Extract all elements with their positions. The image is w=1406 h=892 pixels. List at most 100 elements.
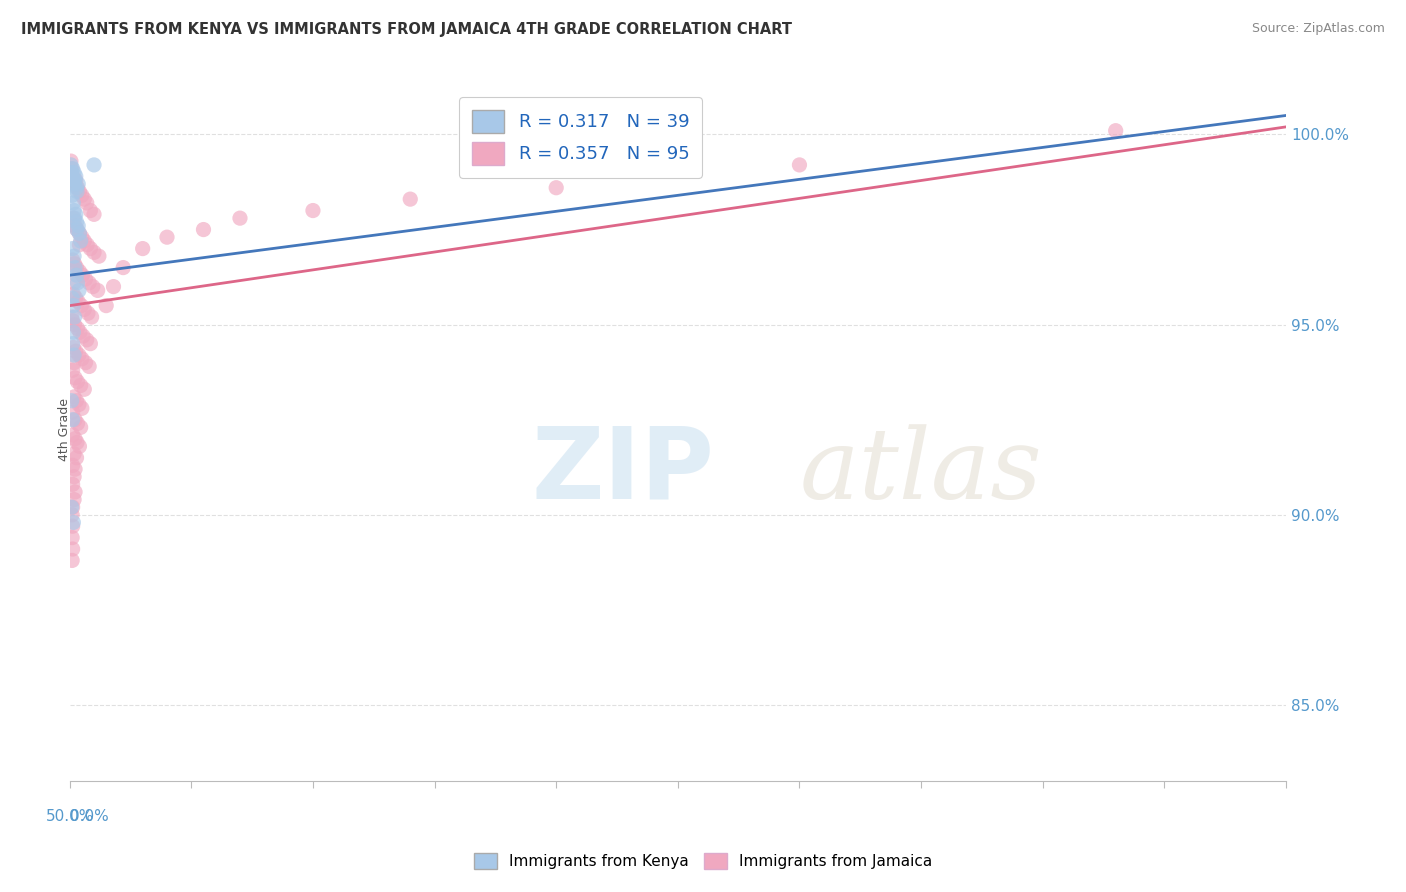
Point <box>70 351 93 366</box>
Point <box>62 314 84 328</box>
Point <box>67 439 90 453</box>
Point <box>65 207 87 221</box>
Point <box>62 196 84 211</box>
Point <box>67 237 90 252</box>
Point <box>65 450 87 465</box>
Point <box>63 177 86 191</box>
Point <box>62 211 84 226</box>
Point <box>63 165 86 179</box>
Point <box>112 260 135 275</box>
Point <box>79 242 101 256</box>
Point <box>69 325 91 339</box>
Y-axis label: 4th Grade: 4th Grade <box>58 398 70 461</box>
Point <box>72 329 94 343</box>
Point <box>62 458 84 473</box>
Point <box>60 310 83 324</box>
Point <box>63 219 86 233</box>
Point <box>70 299 93 313</box>
Point <box>65 180 87 194</box>
Point <box>63 390 86 404</box>
Point <box>60 531 83 545</box>
Point <box>63 203 86 218</box>
Point <box>59 158 82 172</box>
Point <box>65 169 87 184</box>
Point <box>63 447 86 461</box>
Point <box>60 161 83 176</box>
Point <box>131 242 153 256</box>
Point <box>67 348 90 362</box>
Point <box>66 222 89 236</box>
Point <box>72 268 94 283</box>
Point <box>63 432 86 446</box>
Point <box>63 276 86 290</box>
Point <box>103 279 125 293</box>
Point <box>79 203 101 218</box>
Point <box>62 541 84 556</box>
Point <box>67 284 90 298</box>
Point <box>66 375 89 389</box>
Point <box>63 413 86 427</box>
Text: 50.0%: 50.0% <box>45 809 94 824</box>
Point <box>66 417 89 431</box>
Point <box>65 291 87 305</box>
Point <box>66 185 89 199</box>
Point <box>67 397 90 411</box>
Point <box>399 192 422 206</box>
Point <box>63 260 86 275</box>
Point <box>62 336 84 351</box>
Point <box>65 393 87 408</box>
Point <box>63 211 86 226</box>
Point <box>63 469 86 483</box>
Text: IMMIGRANTS FROM KENYA VS IMMIGRANTS FROM JAMAICA 4TH GRADE CORRELATION CHART: IMMIGRANTS FROM KENYA VS IMMIGRANTS FROM… <box>21 22 792 37</box>
Point <box>63 318 86 332</box>
Point <box>62 252 84 267</box>
Point <box>70 188 93 202</box>
Point <box>77 359 100 374</box>
Point <box>60 500 83 515</box>
Point <box>59 154 82 169</box>
Point <box>73 302 96 317</box>
Point <box>66 276 89 290</box>
Point <box>546 180 568 194</box>
Text: Source: ZipAtlas.com: Source: ZipAtlas.com <box>1251 22 1385 36</box>
Point <box>73 234 96 248</box>
Point <box>96 299 118 313</box>
Point <box>65 215 87 229</box>
Point <box>67 294 90 309</box>
Point <box>66 180 89 194</box>
Point <box>62 413 84 427</box>
Point <box>193 222 215 236</box>
Point <box>83 158 105 172</box>
Point <box>229 211 252 226</box>
Point <box>60 165 83 179</box>
Point <box>63 257 86 271</box>
Text: atlas: atlas <box>800 424 1042 519</box>
Point <box>69 420 91 434</box>
Point <box>77 306 100 320</box>
Point <box>70 230 93 244</box>
Point <box>67 185 90 199</box>
Point <box>62 287 84 301</box>
Point <box>65 268 87 283</box>
Point <box>60 553 83 567</box>
Point <box>80 310 103 324</box>
Point <box>62 325 84 339</box>
Point <box>67 177 90 191</box>
Point <box>73 192 96 206</box>
Point <box>66 435 89 450</box>
Legend: R = 0.317   N = 39, R = 0.357   N = 95: R = 0.317 N = 39, R = 0.357 N = 95 <box>458 97 702 178</box>
Legend: Immigrants from Kenya, Immigrants from Jamaica: Immigrants from Kenya, Immigrants from J… <box>468 847 938 875</box>
Point <box>67 264 90 278</box>
Point <box>63 348 86 362</box>
Point <box>63 249 86 263</box>
Point <box>86 284 108 298</box>
Point <box>63 485 86 500</box>
Point <box>63 173 86 187</box>
Text: 0.0%: 0.0% <box>70 809 108 824</box>
Point <box>76 196 98 211</box>
Point <box>76 237 98 252</box>
Point <box>60 291 83 305</box>
Point <box>66 222 89 236</box>
Point <box>83 207 105 221</box>
Point <box>62 161 84 176</box>
